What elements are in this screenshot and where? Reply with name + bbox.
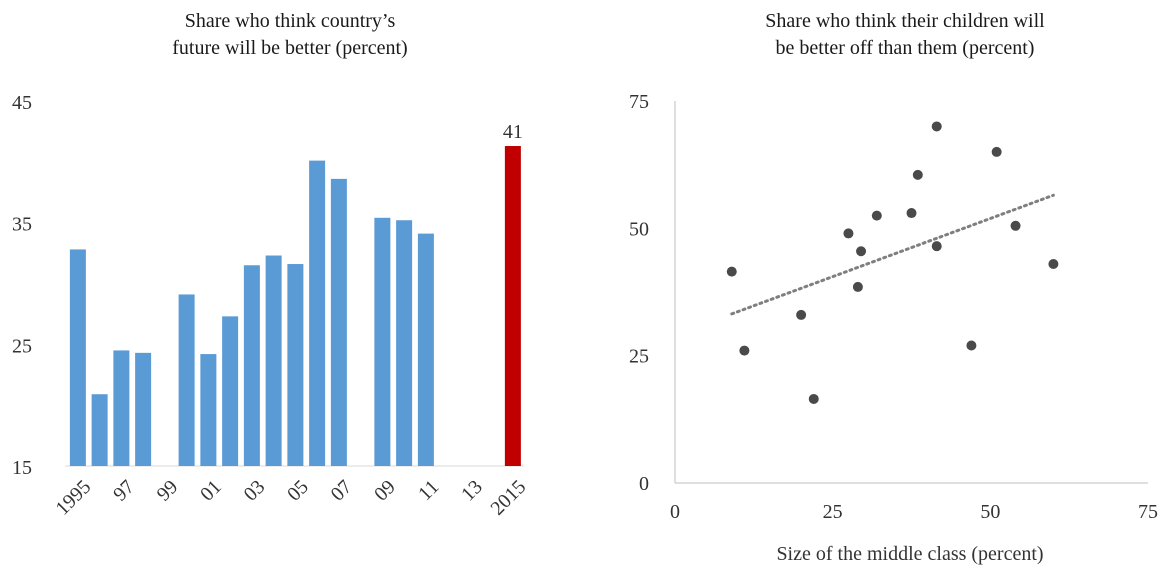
bar-1995 (69, 249, 86, 466)
bar-05 (287, 264, 304, 466)
scatter-point (1048, 258, 1059, 269)
bar-chart-title-line-1: Share who think country’s (184, 10, 396, 32)
scatter-point (906, 208, 917, 219)
bar-y-tick-label: 45 (12, 92, 32, 114)
bar-96 (91, 394, 108, 466)
bar-x-tick-label: 09 (370, 476, 400, 506)
bar-02 (222, 316, 239, 466)
bar-10 (396, 220, 413, 466)
scatter-y-tick-label: 75 (629, 91, 649, 113)
bar-x-tick-label: 03 (240, 476, 270, 506)
bar-chart-title-line-2: future will be better (percent) (172, 37, 408, 59)
bar-11 (417, 233, 434, 466)
scatter-point (966, 340, 977, 351)
bar-x-tick-label: 01 (196, 476, 226, 506)
scatter-point (808, 393, 819, 404)
scatter-point (991, 146, 1002, 157)
bar-y-tick-label: 35 (12, 214, 32, 236)
bar-y-tick-label: 15 (12, 457, 32, 479)
scatter-chart-title-line-1: Share who think their children will (765, 10, 1045, 32)
scatter-x-tick-label: 0 (670, 501, 680, 523)
bar-data-label: 41 (503, 121, 523, 143)
scatter-point (726, 266, 737, 277)
scatter-x-tick-label: 25 (823, 501, 843, 523)
scatter-trendline (730, 193, 1055, 316)
scatter-point (931, 121, 942, 132)
bar-x-tick-label: 13 (457, 476, 487, 506)
scatter-point (1010, 220, 1021, 231)
bar-chart: 15 25 35 45 41 1995 97 99 01 03 05 07 09 11 13 2015 (12, 92, 530, 520)
bar-x-tick-label: 97 (109, 476, 139, 506)
scatter-x-tick-label: 75 (1138, 501, 1158, 523)
bar-04 (265, 255, 282, 466)
bar-chart-title: Share who think country’s future will be… (90, 8, 490, 62)
bar-2000 (178, 294, 195, 466)
bar-y-tick-label: 25 (12, 335, 32, 357)
scatter-y-tick-label: 50 (629, 218, 649, 240)
bar-x-tick-label: 1995 (51, 476, 95, 520)
scatter-chart-title-line-2: be better off than them (percent) (775, 37, 1035, 59)
scatter-point (871, 210, 882, 221)
scatter-point (912, 169, 923, 180)
bar-09 (374, 217, 391, 466)
bar-x-tick-label: 11 (414, 476, 443, 505)
scatter-point (739, 345, 750, 356)
scatter-point (856, 246, 867, 257)
bar-x-tick-label: 07 (327, 476, 357, 506)
scatter-point (843, 228, 854, 239)
bar-03 (243, 265, 260, 466)
scatter-y-tick-label: 25 (629, 346, 649, 368)
scatter-x-axis-label: Size of the middle class (percent) (776, 543, 1044, 565)
scatter-point (931, 241, 942, 252)
scatter-x-tick-label: 50 (980, 501, 1000, 523)
scatter-y-tick-label: 0 (639, 473, 649, 495)
bar-07 (330, 178, 347, 466)
scatter-point (796, 309, 807, 320)
bar-01 (200, 354, 217, 466)
bar-06 (309, 160, 326, 466)
bar-x-tick-label: 2015 (486, 476, 530, 520)
scatter-chart-title: Share who think their children will be b… (680, 8, 1130, 62)
scatter-point (852, 281, 863, 292)
bar-x-tick-label: 05 (283, 476, 313, 506)
bar-97 (113, 350, 130, 466)
bar-x-tick-label: 99 (153, 476, 183, 506)
bar-2015 (504, 146, 521, 466)
bar-98 (135, 352, 152, 466)
